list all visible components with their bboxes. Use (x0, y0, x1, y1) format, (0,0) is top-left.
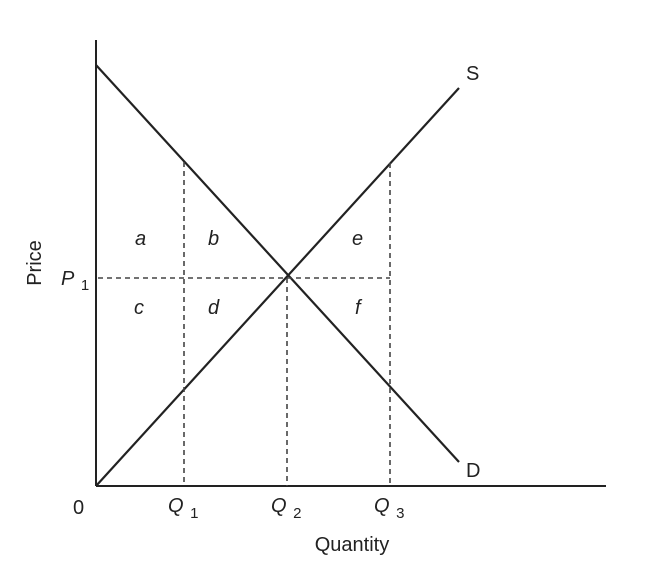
area-d-label: d (208, 297, 220, 319)
quantity-q3-main: Q (374, 495, 390, 517)
quantity-q3-label: Q 3 (374, 495, 404, 522)
supply-curve (95, 87, 460, 487)
area-b-label: b (208, 228, 219, 250)
area-c-label: c (134, 297, 144, 319)
quantity-axis-label: Quantity (315, 534, 389, 556)
price-p1-label: P 1 (61, 268, 89, 294)
price-axis-label: Price (24, 240, 46, 286)
area-a-label: a (135, 228, 146, 250)
demand-curve (95, 64, 460, 463)
quantity-q3-subscript: 3 (396, 505, 404, 522)
demand-label: D (466, 460, 480, 482)
quantity-q2-main: Q (271, 495, 287, 517)
price-p1-main: P (61, 268, 75, 290)
area-e-label: e (352, 228, 363, 250)
area-f-label: f (355, 297, 363, 319)
quantity-q1-subscript: 1 (190, 505, 198, 522)
origin-label: 0 (73, 497, 84, 519)
quantity-q1-label: Q 1 (168, 495, 198, 522)
quantity-q2-label: Q 2 (271, 495, 301, 522)
quantity-q2-subscript: 2 (293, 505, 301, 522)
supply-label: S (466, 63, 479, 85)
quantity-q1-main: Q (168, 495, 184, 517)
price-p1-subscript: 1 (81, 277, 89, 294)
